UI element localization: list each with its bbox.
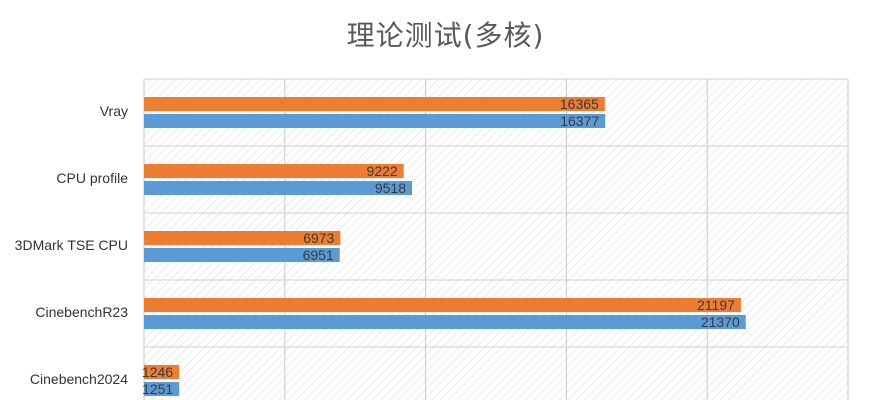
data-label: 21197 — [697, 297, 735, 313]
gridlines — [143, 78, 849, 400]
bar — [144, 97, 605, 111]
bar — [144, 298, 741, 312]
bar — [144, 248, 340, 262]
bar — [144, 315, 746, 329]
category-label: Cinebench2024 — [30, 371, 128, 387]
bar — [144, 114, 606, 128]
data-label: 16377 — [560, 113, 599, 129]
chart-title: 理论测试(多核) — [346, 19, 545, 52]
category-label: 3DMark TSE CPU — [15, 237, 128, 253]
bar — [144, 181, 413, 195]
category-label: CinebenchR23 — [35, 304, 128, 320]
data-label: 9222 — [367, 163, 398, 179]
bars — [144, 97, 746, 396]
data-label: 16365 — [560, 96, 599, 112]
data-label: 1251 — [142, 381, 173, 397]
bar — [144, 231, 341, 245]
data-label: 21370 — [701, 314, 740, 330]
category-label: CPU profile — [56, 170, 128, 186]
category-labels: Vray CPU profile 3DMark TSE CPU CinebenchR2… — [15, 103, 129, 387]
data-label: 6973 — [303, 230, 334, 246]
bar — [144, 382, 180, 396]
category-label: Vray — [100, 103, 128, 119]
bar — [144, 164, 404, 178]
bar — [144, 365, 180, 379]
data-label: 1246 — [142, 364, 173, 380]
data-label: 6951 — [303, 247, 334, 263]
data-label: 9518 — [375, 180, 406, 196]
